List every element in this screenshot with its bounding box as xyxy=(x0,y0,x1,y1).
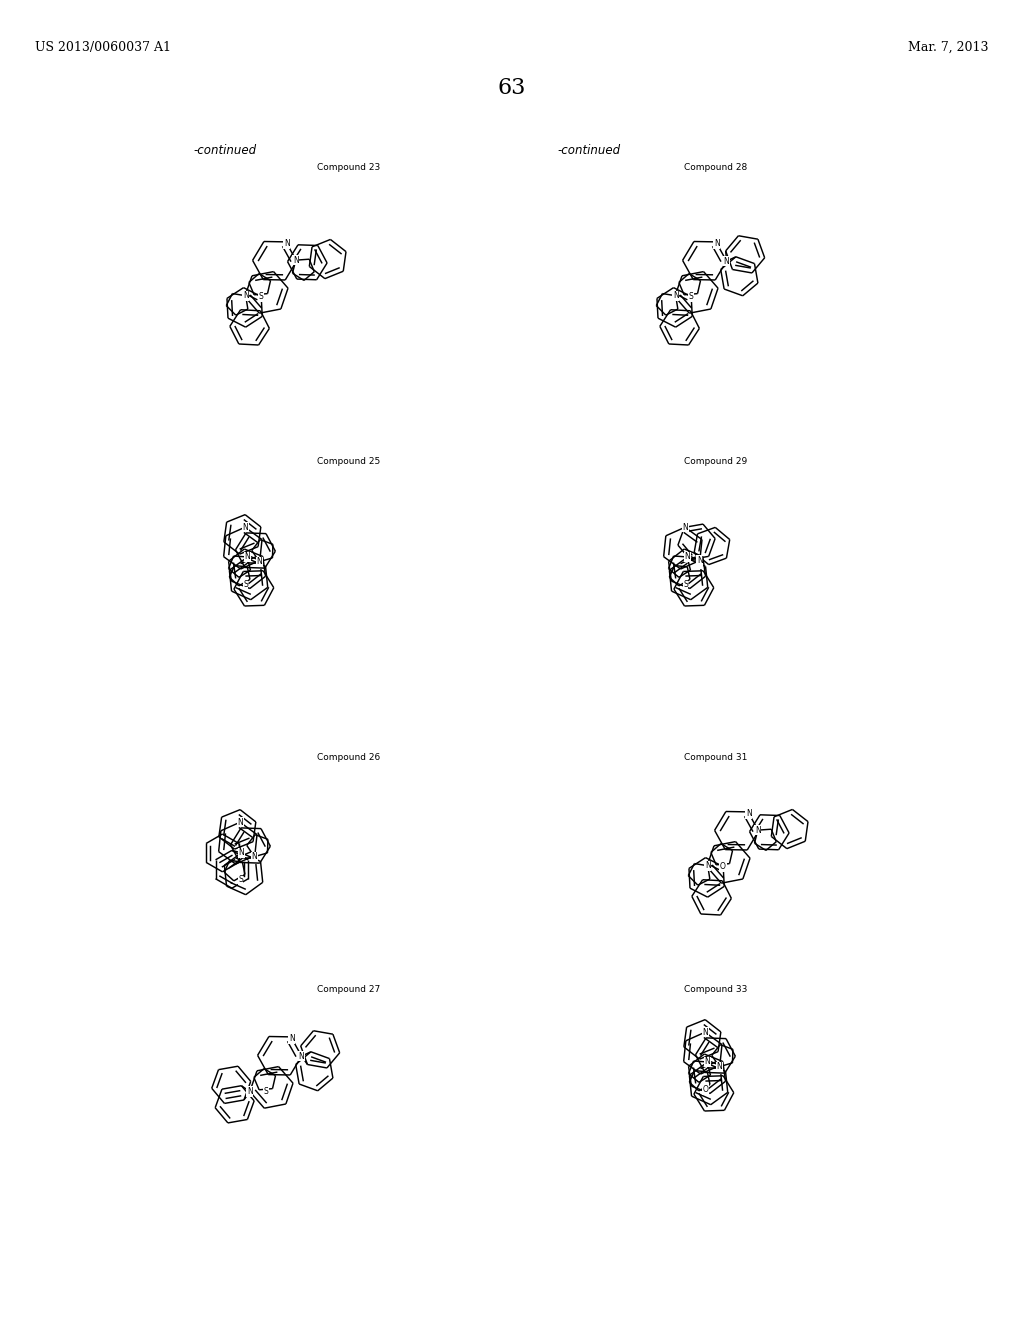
Text: N: N xyxy=(284,239,290,248)
Text: N: N xyxy=(684,553,690,561)
Text: Compound 29: Compound 29 xyxy=(684,458,748,466)
Text: S: S xyxy=(688,292,693,301)
Text: N: N xyxy=(755,825,761,834)
Text: N: N xyxy=(256,557,262,566)
Text: N: N xyxy=(252,853,257,861)
Text: Compound 28: Compound 28 xyxy=(684,164,748,173)
Text: N: N xyxy=(682,523,688,532)
Text: -continued: -continued xyxy=(557,144,621,157)
Text: Mar. 7, 2013: Mar. 7, 2013 xyxy=(908,41,989,54)
Text: Compound 33: Compound 33 xyxy=(684,986,748,994)
Text: N: N xyxy=(746,809,752,818)
Text: S: S xyxy=(263,1086,268,1096)
Text: N: N xyxy=(245,553,250,561)
Text: N: N xyxy=(705,1057,710,1067)
Text: S: S xyxy=(683,579,688,589)
Text: N: N xyxy=(238,818,243,826)
Text: Compound 31: Compound 31 xyxy=(684,754,748,763)
Text: N: N xyxy=(299,1052,304,1060)
Text: O: O xyxy=(702,1085,709,1094)
Text: S: S xyxy=(259,292,263,301)
Text: Compound 23: Compound 23 xyxy=(317,164,380,173)
Text: Compound 26: Compound 26 xyxy=(317,754,380,763)
Text: -continued: -continued xyxy=(193,144,256,157)
Text: 63: 63 xyxy=(498,77,526,99)
Text: N: N xyxy=(714,239,720,248)
Text: N: N xyxy=(724,256,729,265)
Text: N: N xyxy=(705,861,711,870)
Text: US 2013/0060037 A1: US 2013/0060037 A1 xyxy=(35,41,171,54)
Text: S: S xyxy=(243,579,248,589)
Text: N: N xyxy=(239,849,244,858)
Text: N: N xyxy=(242,523,248,532)
Text: Compound 27: Compound 27 xyxy=(317,986,380,994)
Text: N: N xyxy=(673,292,679,300)
Text: Compound 25: Compound 25 xyxy=(317,458,380,466)
Text: O: O xyxy=(720,862,726,871)
Text: N: N xyxy=(702,1028,708,1036)
Text: S: S xyxy=(239,875,243,884)
Text: N: N xyxy=(697,556,702,565)
Text: N: N xyxy=(293,256,299,264)
Text: N: N xyxy=(289,1035,295,1043)
Text: N: N xyxy=(717,1063,722,1071)
Text: N: N xyxy=(247,1088,253,1096)
Text: N: N xyxy=(243,292,249,300)
